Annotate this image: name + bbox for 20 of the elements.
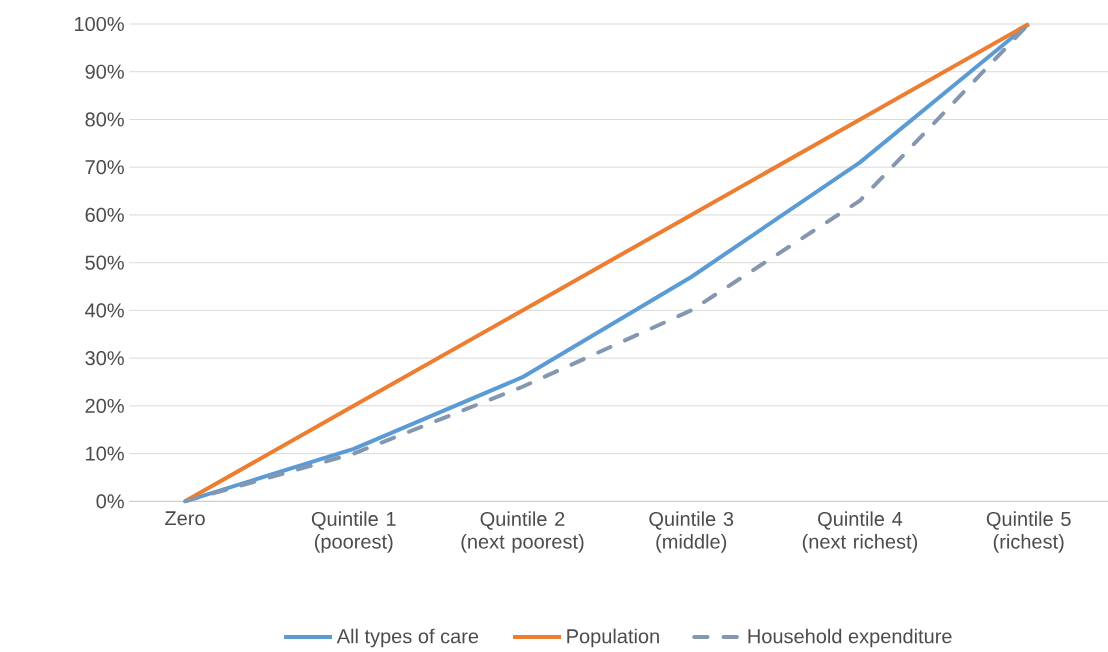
y-tick-label: 40% bbox=[85, 303, 124, 318]
legend-label: All types of care bbox=[336, 628, 479, 648]
y-tick-label: 50% bbox=[85, 255, 124, 270]
y-tick-label: 100% bbox=[75, 16, 124, 32]
x-tick-label: Quintile 1 (poorest) bbox=[311, 511, 396, 553]
y-tick-label: 70% bbox=[85, 160, 124, 175]
y-tick-label: 90% bbox=[85, 64, 124, 79]
x-tick-label: Quintile 2 (next poorest) bbox=[461, 511, 584, 553]
y-tick-label: 60% bbox=[85, 207, 124, 222]
x-tick-label: Quintile 3 (middle) bbox=[649, 511, 734, 553]
y-tick-label: 10% bbox=[86, 446, 124, 461]
legend-label: Population bbox=[567, 628, 659, 648]
y-tick-label: 30% bbox=[85, 351, 124, 366]
y-tick-label: 20% bbox=[85, 398, 124, 413]
legend-label: Household expenditure bbox=[748, 628, 952, 648]
y-tick-label: 0% bbox=[96, 494, 124, 509]
x-tick-label: Quintile 5 (richest) bbox=[986, 511, 1071, 553]
x-tick-label: Quintile 4 (next richest) bbox=[802, 511, 918, 553]
x-tick-label: Zero bbox=[165, 511, 205, 526]
y-tick-label: 80% bbox=[85, 112, 124, 127]
